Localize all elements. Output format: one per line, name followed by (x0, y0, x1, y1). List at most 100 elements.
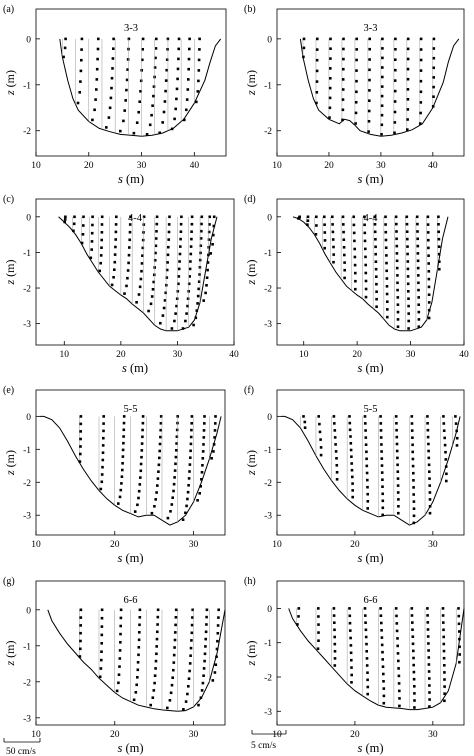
velocity-point (189, 456, 192, 459)
x-tick-label: 30 (173, 350, 183, 360)
velocity-point (413, 706, 416, 709)
y-axis-label: z (m) (244, 70, 258, 96)
velocity-point (395, 244, 399, 248)
velocity-point (175, 87, 179, 91)
velocity-point (380, 636, 384, 639)
velocity-point (162, 110, 166, 114)
velocity-point (164, 291, 167, 295)
velocity-point (382, 680, 385, 683)
velocity-point (437, 245, 441, 248)
velocity-point (141, 421, 145, 425)
velocity-profile (393, 415, 400, 516)
velocity-profile (378, 607, 386, 706)
velocity-point (186, 88, 190, 91)
velocity-profile (330, 215, 335, 264)
velocity-point (380, 464, 384, 467)
velocity-point (427, 456, 431, 460)
velocity-point (78, 91, 81, 94)
velocity-point (147, 309, 150, 313)
velocity-point (393, 121, 397, 124)
velocity-point (350, 468, 354, 472)
velocity-point (121, 462, 124, 465)
velocity-point (457, 614, 461, 618)
velocity-point (412, 677, 416, 681)
velocity-point (113, 253, 117, 256)
velocity-point (187, 78, 190, 81)
velocity-point (166, 261, 169, 264)
velocity-point (153, 273, 156, 277)
velocity-point (352, 215, 355, 219)
velocity-point (368, 37, 371, 41)
velocity-point (189, 442, 193, 446)
velocity-point (194, 316, 198, 320)
section-label: 4-4 (128, 213, 143, 224)
velocity-point (186, 497, 189, 501)
velocity-point (135, 301, 138, 304)
velocity-point (91, 118, 94, 122)
velocity-profile (128, 37, 145, 136)
velocity-point (164, 79, 168, 82)
velocity-point (335, 464, 339, 467)
velocity-point (410, 415, 414, 418)
velocity-point (458, 660, 461, 664)
velocity-point (154, 251, 157, 255)
velocity-point (199, 237, 203, 240)
x-tick-label: 30 (189, 540, 199, 550)
velocity-point (381, 499, 385, 503)
velocity-point (342, 57, 345, 61)
x-tick-label: 20 (350, 540, 360, 550)
velocity-point (212, 215, 216, 219)
velocity-point (364, 255, 367, 259)
velocity-point (140, 455, 143, 459)
velocity-point (428, 684, 431, 687)
velocity-point (118, 495, 122, 499)
velocity-point (173, 319, 176, 323)
velocity-point (167, 238, 170, 241)
velocity-point (188, 47, 191, 51)
panel-g: (g) 6-6 0 -1 -2 -310 20 30 s (m) z (m) (3, 576, 226, 755)
velocity-point (365, 457, 368, 461)
velocity-point (426, 621, 430, 624)
velocity-point (443, 671, 446, 674)
scale-bar-right: 5 cm/s (251, 730, 287, 751)
velocity-point (183, 118, 186, 122)
velocity-point (428, 677, 431, 680)
panel-letter: (c) (3, 194, 14, 205)
velocity-point (137, 646, 141, 649)
velocity-point (205, 623, 208, 626)
velocity-point (315, 215, 318, 219)
velocity-point (197, 287, 200, 291)
velocity-point (190, 230, 193, 233)
velocity-profile (130, 415, 145, 514)
velocity-point (202, 299, 205, 302)
velocity-point (179, 222, 183, 226)
velocity-point (342, 37, 345, 41)
velocity-point (175, 442, 178, 445)
velocity-point (154, 237, 158, 240)
velocity-point (139, 476, 142, 479)
velocity-point (394, 58, 397, 61)
velocity-point (315, 101, 318, 105)
velocity-point (190, 623, 194, 627)
velocity-point (216, 639, 219, 643)
velocity-point (188, 275, 191, 278)
velocity-point (394, 37, 397, 41)
velocity-point (94, 98, 97, 101)
velocity-point (349, 644, 353, 647)
velocity-point (166, 253, 170, 257)
velocity-point (172, 661, 176, 664)
velocity-point (151, 104, 154, 107)
velocity-point (177, 282, 180, 286)
velocity-point (110, 283, 114, 287)
velocity-point (159, 321, 162, 325)
velocity-point (121, 468, 124, 472)
velocity-profile (331, 415, 339, 481)
velocity-point (153, 681, 156, 685)
velocity-point (366, 678, 369, 682)
velocity-point (141, 238, 145, 242)
velocity-point (350, 666, 353, 669)
velocity-point (351, 475, 354, 479)
velocity-point (114, 230, 118, 234)
velocity-point (157, 463, 161, 467)
velocity-point (314, 233, 318, 236)
